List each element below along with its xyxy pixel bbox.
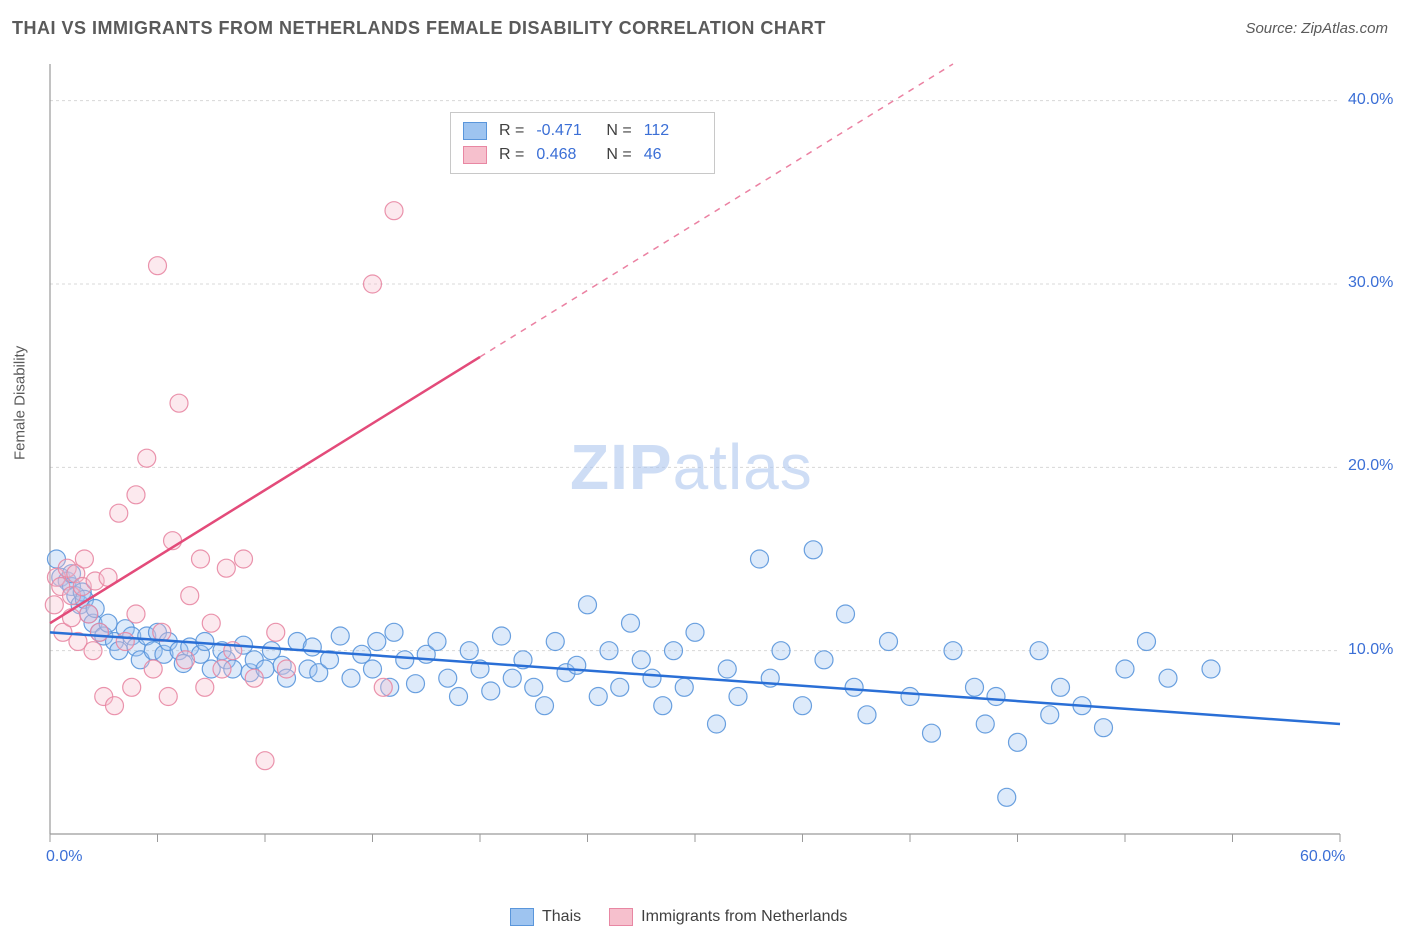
series-swatch bbox=[463, 146, 487, 164]
y-tick-label: 30.0% bbox=[1348, 274, 1393, 292]
series-swatch bbox=[463, 122, 487, 140]
legend-swatch bbox=[510, 908, 534, 926]
y-tick-label: 10.0% bbox=[1348, 641, 1393, 659]
legend-label: Immigrants from Netherlands bbox=[641, 908, 847, 926]
n-value: 46 bbox=[644, 143, 702, 167]
legend-swatch bbox=[609, 908, 633, 926]
x-tick-label: 0.0% bbox=[46, 848, 82, 866]
n-label: N = bbox=[606, 119, 631, 143]
legend-item: Immigrants from Netherlands bbox=[609, 908, 847, 926]
legend-label: Thais bbox=[542, 908, 581, 926]
r-label: R = bbox=[499, 119, 524, 143]
chart-container: Female Disability ZIPatlas R =-0.471N =1… bbox=[0, 50, 1406, 892]
scatter-plot bbox=[0, 50, 1406, 892]
r-label: R = bbox=[499, 143, 524, 167]
correlation-box: R = -0.471 N = 112 R = 0.468 N = 46 bbox=[450, 112, 715, 174]
correlation-row: R = 0.468 N = 46 bbox=[463, 143, 702, 167]
correlation-row: R = -0.471 N = 112 bbox=[463, 119, 702, 143]
y-tick-label: 20.0% bbox=[1348, 457, 1393, 475]
y-tick-label: 40.0% bbox=[1348, 91, 1393, 109]
chart-title: THAI VS IMMIGRANTS FROM NETHERLANDS FEMA… bbox=[12, 18, 826, 39]
bottom-legend: Thais Immigrants from Netherlands bbox=[510, 908, 847, 926]
x-tick-label: 60.0% bbox=[1300, 848, 1345, 866]
source-label: Source: ZipAtlas.com bbox=[1245, 20, 1388, 37]
n-value: 112 bbox=[644, 119, 702, 143]
legend-item: Thais bbox=[510, 908, 581, 926]
r-value: -0.471 bbox=[536, 119, 594, 143]
n-label: N = bbox=[606, 143, 631, 167]
r-value: 0.468 bbox=[536, 143, 594, 167]
